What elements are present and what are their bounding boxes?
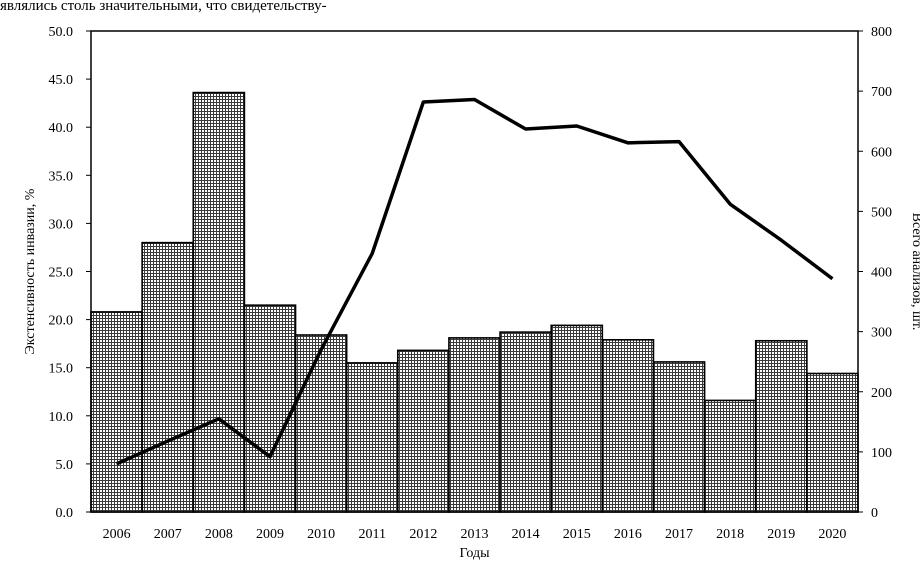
x-tick-label: 2009	[256, 527, 284, 542]
x-tick-label: 2019	[767, 527, 795, 542]
bar-2006	[90, 311, 143, 513]
x-tick-label: 2007	[154, 527, 182, 542]
y-tick-label: 50.0	[49, 25, 74, 40]
y2-tick-label: 500	[871, 205, 892, 220]
bar-2018	[703, 399, 757, 513]
y2-tick-label: 100	[871, 446, 892, 461]
y2-tick-label: 300	[871, 326, 892, 341]
y-tick-label: 35.0	[49, 169, 74, 184]
y-tick-label: 0.0	[56, 506, 74, 521]
bar-2019	[754, 339, 808, 513]
x-tick-label: 2017	[665, 527, 693, 542]
y-tick-label: 25.0	[49, 266, 74, 281]
y-tick-label: 40.0	[49, 121, 74, 136]
y-axis-label: Экстенсивность инвазии, %	[23, 188, 38, 354]
x-tick-label: 2006	[103, 527, 131, 542]
bar-2012	[396, 349, 450, 513]
bar-2017	[652, 361, 706, 513]
x-tick-label: 2018	[716, 527, 744, 542]
y-tick-label: 30.0	[49, 217, 74, 232]
y2-axis-label: Всего анализов, шт.	[909, 213, 920, 331]
bar-2009	[243, 304, 297, 513]
x-tick-label: 2015	[563, 527, 591, 542]
y-tick-label: 20.0	[49, 314, 74, 329]
x-tick-label: 2014	[512, 527, 540, 542]
y2-tick-group: 0 100 200 300 400 500 600 700 800	[858, 25, 892, 521]
bar-2015	[550, 324, 604, 513]
series-line	[115, 97, 834, 466]
x-tick-label: 2013	[461, 527, 489, 542]
bar-2010	[294, 334, 348, 513]
x-tick-label: 2012	[409, 527, 437, 542]
x-axis-label: Годы	[460, 546, 491, 561]
y2-tick-label: 0	[871, 506, 878, 521]
bar-2013	[448, 337, 501, 513]
y2-tick-label: 400	[871, 266, 892, 281]
bar-2007	[141, 241, 195, 513]
page-text-line: являлись столь значительными, что свидет…	[0, 0, 327, 14]
x-tick-label: 2020	[818, 527, 846, 542]
bar-2016	[601, 339, 655, 513]
x-tick-label: 2016	[614, 527, 642, 542]
x-tick-label: 2010	[307, 527, 335, 542]
y-tick-label: 15.0	[49, 362, 74, 377]
y-tick-label: 5.0	[56, 458, 74, 473]
bar-group	[90, 91, 859, 513]
y-tick-label: 45.0	[49, 73, 74, 88]
y-tick-label: 10.0	[49, 410, 74, 425]
bar-2014	[499, 331, 553, 513]
y-tick-group: 0.0 5.0 10.0 15.0 20.0 25.0 30.0 35.0 40.0 45.0 50…	[49, 25, 91, 521]
y2-tick-label: 800	[871, 25, 892, 40]
y2-tick-label: 700	[871, 85, 892, 100]
bar-2020	[806, 372, 859, 513]
y2-tick-label: 200	[871, 386, 892, 401]
x-tick-label: 2008	[205, 527, 233, 542]
y2-tick-label: 600	[871, 145, 892, 160]
x-tick-group: 2006 2007 2008 2009 2010 2011 2012 2013 2014 2015…	[103, 527, 847, 542]
x-tick-label: 2011	[358, 527, 385, 542]
bar-2011	[345, 362, 399, 513]
bar-2008	[192, 91, 246, 513]
